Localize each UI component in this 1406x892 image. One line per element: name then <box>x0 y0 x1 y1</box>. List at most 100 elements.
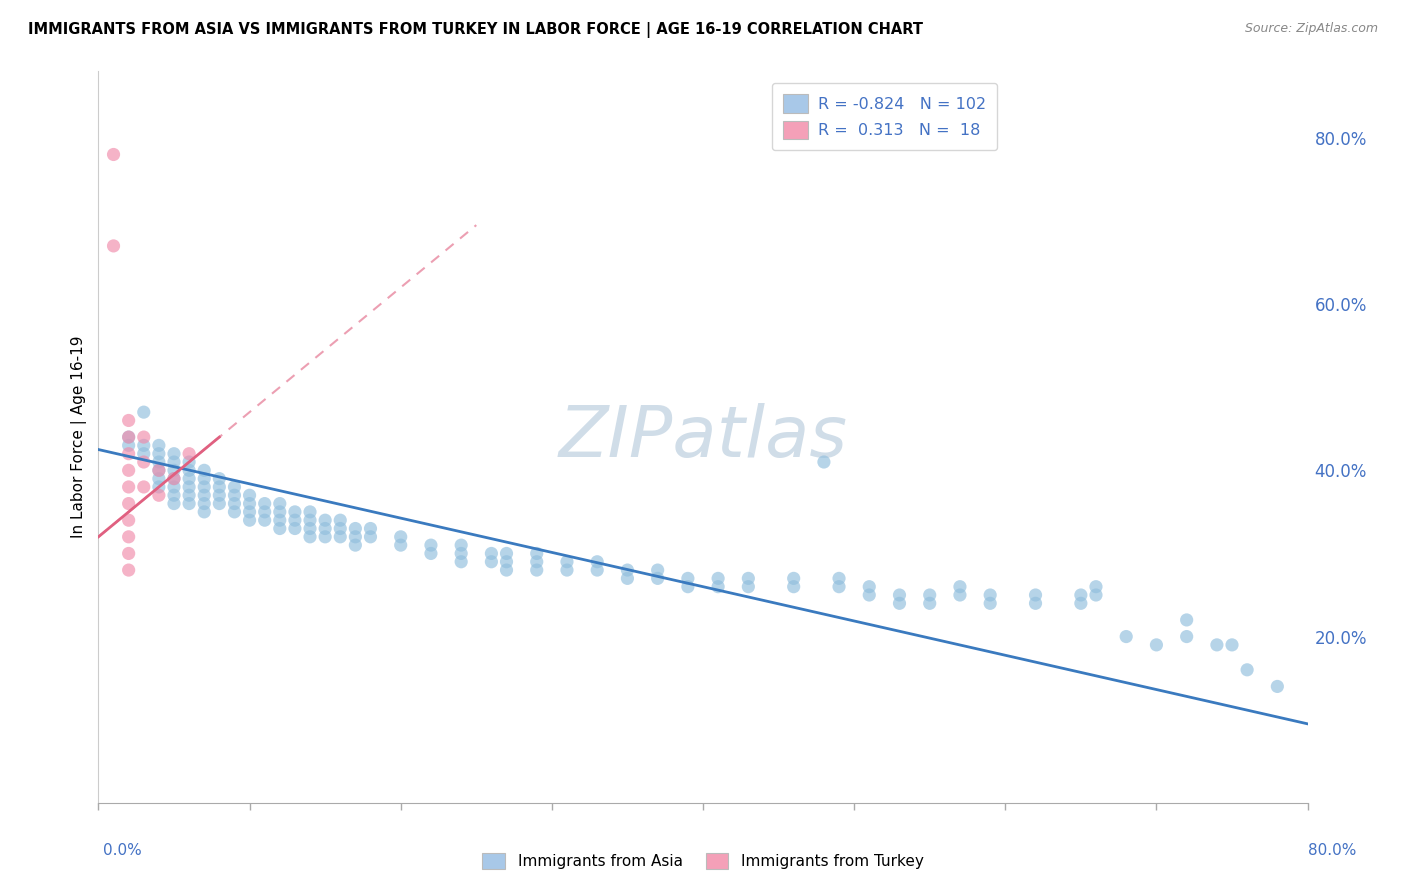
Point <box>1115 630 1137 644</box>
Point <box>163 455 186 469</box>
Point <box>118 546 141 560</box>
Point <box>1024 588 1046 602</box>
Point <box>284 521 307 535</box>
Point <box>481 546 503 560</box>
Point <box>163 488 186 502</box>
Point <box>118 438 141 452</box>
Point <box>858 580 880 594</box>
Legend: Immigrants from Asia, Immigrants from Turkey: Immigrants from Asia, Immigrants from Tu… <box>477 847 929 875</box>
Point <box>420 538 443 552</box>
Point <box>239 497 262 511</box>
Point <box>118 447 141 461</box>
Point <box>193 505 215 519</box>
Point <box>163 497 186 511</box>
Point <box>481 555 503 569</box>
Point <box>918 596 941 610</box>
Point <box>1267 680 1289 694</box>
Point <box>179 463 201 477</box>
Point <box>179 455 201 469</box>
Point <box>269 505 291 519</box>
Point <box>1085 580 1108 594</box>
Point <box>616 571 638 585</box>
Y-axis label: In Labor Force | Age 16-19: In Labor Force | Age 16-19 <box>72 335 87 539</box>
Point <box>813 455 835 469</box>
Point <box>329 513 352 527</box>
Point <box>495 563 517 577</box>
Point <box>450 538 472 552</box>
Point <box>420 546 443 560</box>
Point <box>647 563 669 577</box>
Point <box>314 521 336 535</box>
Text: Source: ZipAtlas.com: Source: ZipAtlas.com <box>1244 22 1378 36</box>
Point <box>1206 638 1229 652</box>
Point <box>208 497 231 511</box>
Point <box>314 530 336 544</box>
Point <box>676 580 699 594</box>
Point <box>179 480 201 494</box>
Point <box>148 455 170 469</box>
Text: 80.0%: 80.0% <box>1309 843 1357 858</box>
Point <box>148 472 170 486</box>
Point <box>239 513 262 527</box>
Point <box>616 563 638 577</box>
Point <box>132 447 155 461</box>
Point <box>148 447 170 461</box>
Point <box>1220 638 1243 652</box>
Point <box>118 513 141 527</box>
Point <box>495 546 517 560</box>
Point <box>299 505 322 519</box>
Point <box>193 488 215 502</box>
Point <box>163 472 186 486</box>
Point <box>889 596 911 610</box>
Point <box>132 430 155 444</box>
Point <box>1175 613 1198 627</box>
Point <box>163 447 186 461</box>
Point <box>179 472 201 486</box>
Point <box>132 455 155 469</box>
Point <box>284 505 307 519</box>
Point <box>253 505 276 519</box>
Point <box>208 488 231 502</box>
Point <box>555 563 578 577</box>
Point <box>163 480 186 494</box>
Point <box>555 555 578 569</box>
Point <box>676 571 699 585</box>
Point <box>148 480 170 494</box>
Point <box>526 555 548 569</box>
Point <box>284 513 307 527</box>
Point <box>450 546 472 560</box>
Point <box>828 571 851 585</box>
Point <box>148 463 170 477</box>
Point <box>193 463 215 477</box>
Point <box>1236 663 1258 677</box>
Point <box>163 472 186 486</box>
Point <box>360 530 382 544</box>
Point <box>239 505 262 519</box>
Point <box>118 563 141 577</box>
Point <box>299 530 322 544</box>
Point <box>103 239 125 253</box>
Point <box>193 480 215 494</box>
Point <box>179 497 201 511</box>
Point <box>118 497 141 511</box>
Point <box>163 463 186 477</box>
Point <box>148 488 170 502</box>
Point <box>132 405 155 419</box>
Point <box>208 480 231 494</box>
Point <box>737 571 759 585</box>
Point <box>208 472 231 486</box>
Point <box>269 521 291 535</box>
Point <box>783 580 806 594</box>
Point <box>389 530 412 544</box>
Point <box>344 530 367 544</box>
Point <box>193 497 215 511</box>
Point <box>737 580 759 594</box>
Point <box>329 521 352 535</box>
Point <box>344 538 367 552</box>
Point <box>1144 638 1167 652</box>
Point <box>828 580 851 594</box>
Point <box>949 580 972 594</box>
Point <box>450 555 472 569</box>
Point <box>103 147 125 161</box>
Point <box>269 497 291 511</box>
